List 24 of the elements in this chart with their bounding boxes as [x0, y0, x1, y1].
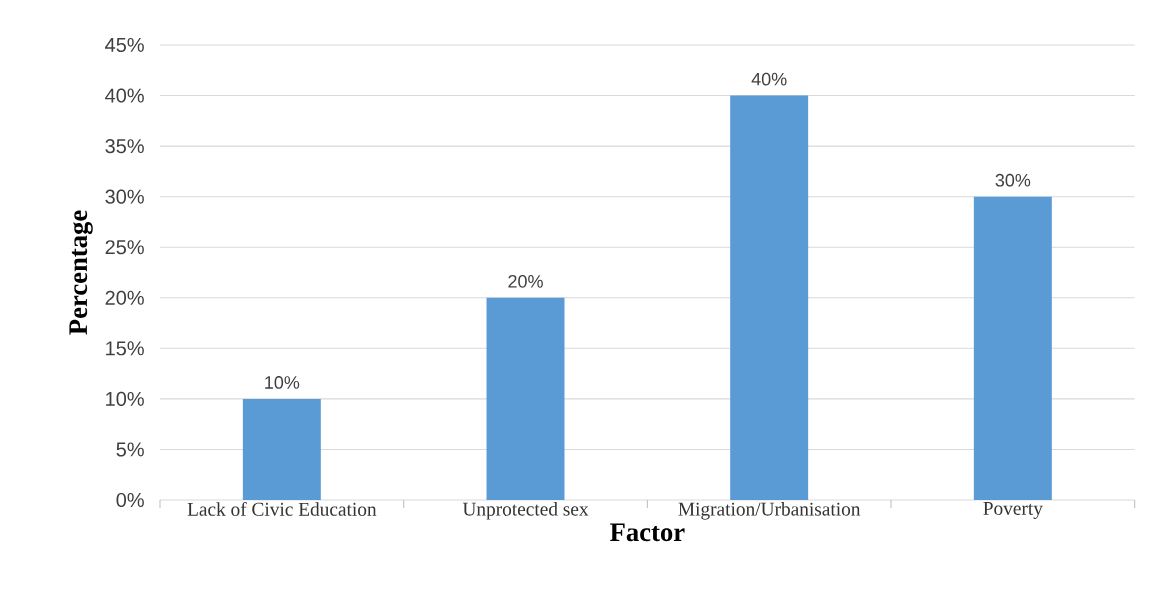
- y-tick-label: 5%: [116, 442, 144, 457]
- y-tick-label: 15%: [106, 341, 144, 356]
- data-label: 30%: [995, 173, 1031, 187]
- y-tick-label: 20%: [105, 290, 144, 305]
- data-label: 40%: [751, 72, 787, 86]
- x-tick-label: Unprotected sex: [462, 502, 589, 520]
- x-tick-label: Migration/Urbanisation: [678, 502, 861, 520]
- y-tick-label: 25%: [105, 240, 144, 255]
- x-axis-title: Factor: [610, 523, 685, 542]
- bar: [730, 95, 809, 500]
- bar: [973, 196, 1052, 500]
- bar: [486, 297, 565, 500]
- data-label: 10%: [265, 376, 300, 389]
- x-tick-label: Poverty: [983, 502, 1043, 519]
- y-axis-title: Percentage: [69, 210, 93, 335]
- bar: [242, 398, 321, 500]
- x-tick-label: Lack of Civic Education: [187, 502, 377, 516]
- data-label: 20%: [508, 274, 543, 288]
- y-tick-label: 10%: [106, 391, 144, 406]
- y-tick-label: 45%: [105, 37, 144, 53]
- y-tick-label: 30%: [105, 189, 144, 204]
- y-tick-label: 35%: [105, 139, 144, 154]
- y-tick-label: 40%: [105, 88, 144, 103]
- y-tick-label: 0%: [116, 492, 144, 508]
